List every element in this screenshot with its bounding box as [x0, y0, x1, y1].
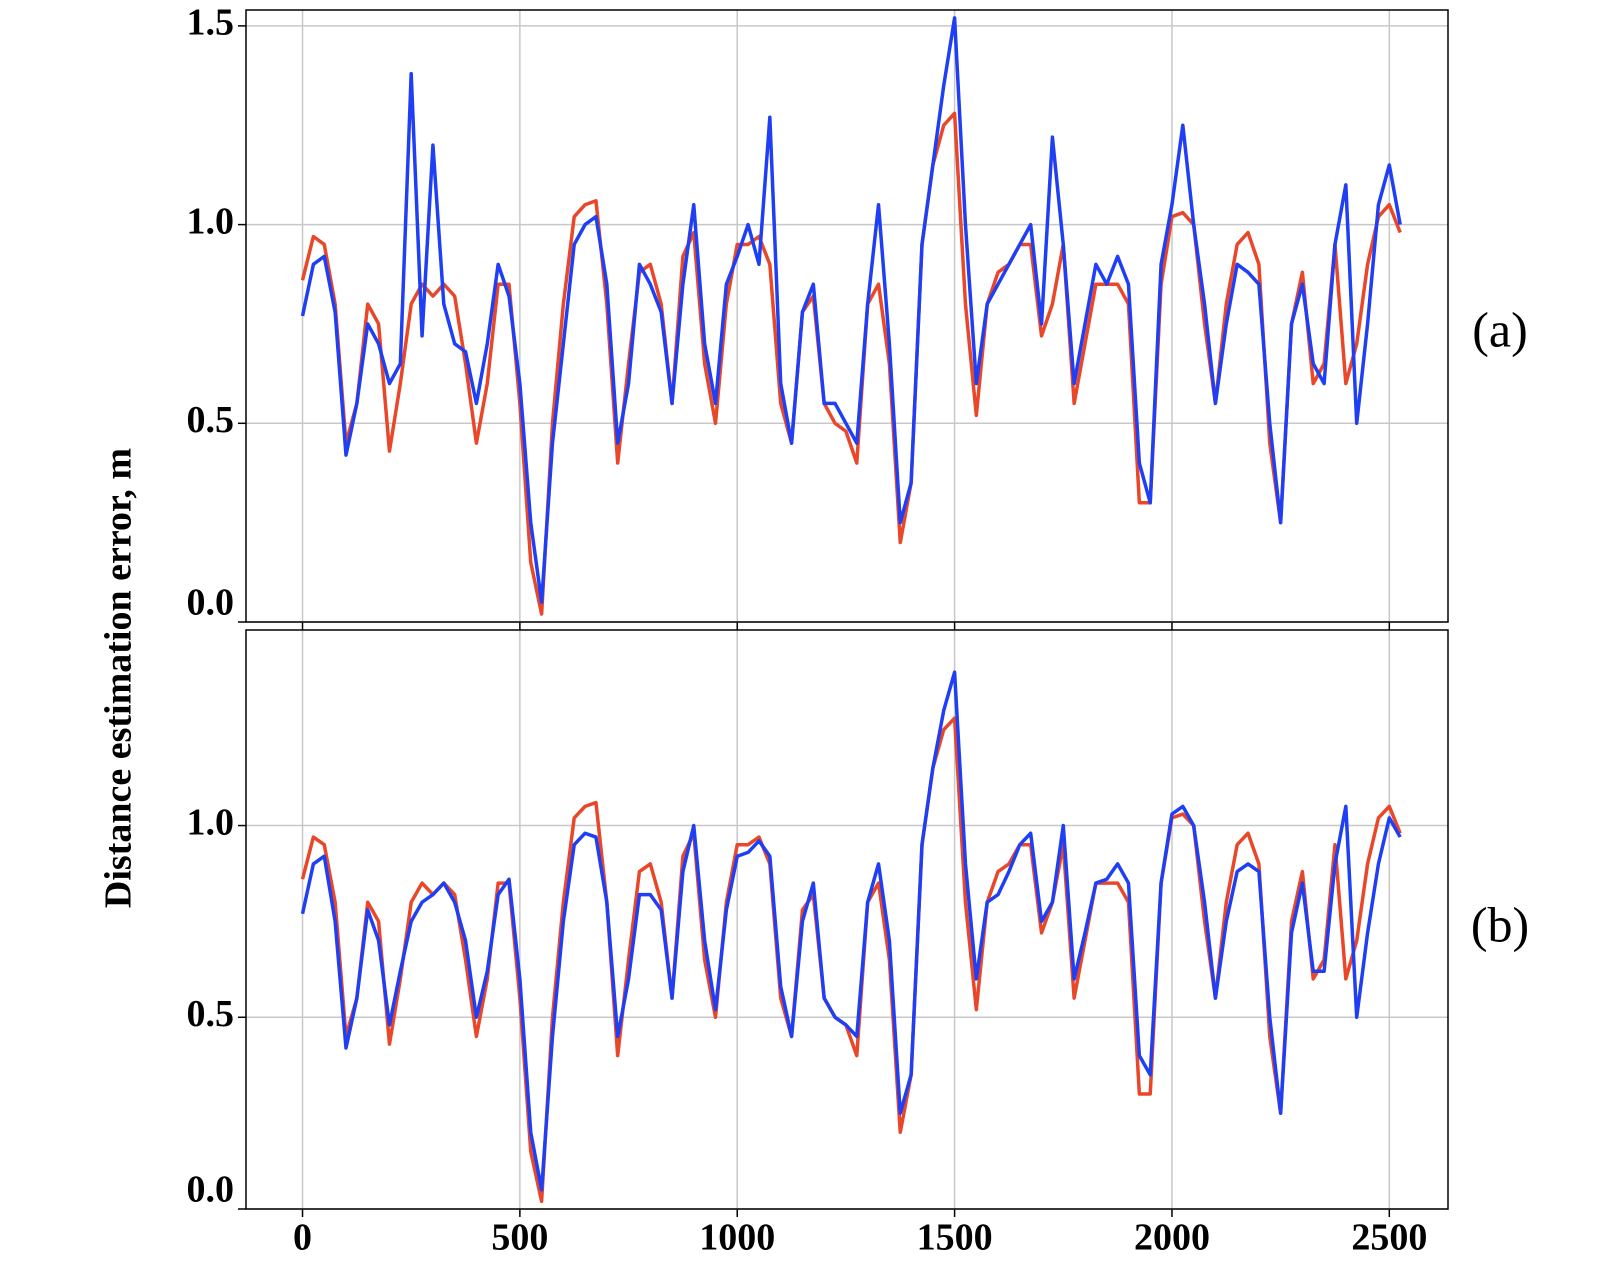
x-tick-label: 2000	[1134, 1217, 1210, 1259]
panel-label: (a)	[1472, 301, 1528, 357]
y-axis-label: Distance estimation error, m	[98, 448, 140, 908]
y-tick-label: 1.5	[187, 2, 235, 44]
x-tick-label: 2500	[1351, 1217, 1427, 1259]
x-tick-label: 1000	[699, 1217, 775, 1259]
y-tick-label: 0.0	[187, 1169, 235, 1211]
panel-label: (b)	[1471, 896, 1529, 952]
axes-frame	[245, 629, 1449, 1210]
data-line	[300, 16, 1402, 604]
data-line	[300, 670, 1402, 1192]
axes-frame	[245, 9, 1449, 623]
y-tick-label: 0.5	[187, 399, 235, 441]
y-tick-label: 1.0	[187, 801, 235, 843]
x-tick-label: 500	[491, 1217, 548, 1259]
y-tick-label: 0.0	[187, 582, 235, 624]
x-tick-label: 1500	[917, 1217, 993, 1259]
y-tick-label: 0.5	[187, 993, 235, 1035]
x-tick-label: 0	[293, 1217, 312, 1259]
y-tick-label: 1.0	[187, 200, 235, 242]
